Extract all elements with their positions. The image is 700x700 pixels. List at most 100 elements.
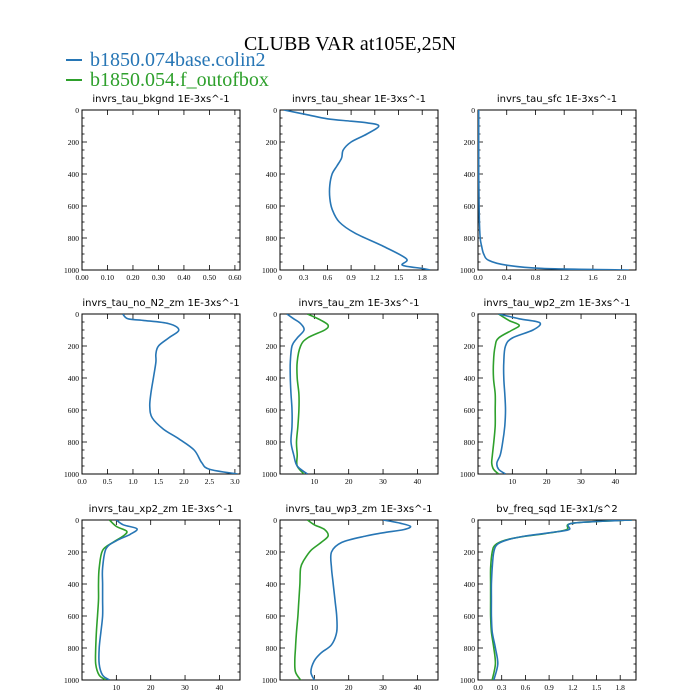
x-tick-label: 1.2 — [568, 683, 578, 692]
series-line — [496, 314, 542, 474]
chart-panel: bv_freq_sqd 1E-3x1/s^2020040060080010000… — [460, 504, 637, 692]
x-tick-label: 3.0 — [230, 477, 240, 486]
x-tick-label: 1.0 — [128, 477, 138, 486]
series-line — [478, 110, 629, 270]
series-line — [94, 520, 128, 680]
y-tick-label: 600 — [266, 202, 278, 211]
legend-label: b1850.074base.colin2 — [90, 49, 266, 71]
panel-title: invrs_tau_xp2_zm 1E-3xs^-1 — [89, 504, 234, 515]
x-tick-label: 0.0 — [77, 477, 87, 486]
y-tick-label: 800 — [464, 644, 476, 653]
series-line — [283, 110, 431, 270]
x-tick-label: 40 — [414, 477, 422, 486]
x-tick-label: 20 — [345, 477, 353, 486]
plot-frame — [477, 109, 637, 271]
y-tick-label: 0 — [75, 310, 79, 319]
y-tick-label: 1000 — [262, 470, 277, 479]
panel-title: bv_freq_sqd 1E-3x1/s^2 — [496, 504, 618, 515]
x-tick-label: 1.8 — [418, 273, 428, 282]
y-tick-label: 400 — [266, 374, 278, 383]
x-tick-label: 0.5 — [103, 477, 113, 486]
y-tick-label: 1000 — [64, 470, 79, 479]
x-tick-label: 0.40 — [177, 273, 190, 282]
chart-panel: invrs_tau_shear 1E-3xs^-1 0 200 400 600 800 10… — [262, 94, 439, 282]
y-tick-label: 1000 — [64, 676, 79, 685]
plot-frame — [279, 519, 439, 681]
y-tick-label: 200 — [68, 138, 80, 147]
y-tick-label: 200 — [464, 342, 476, 351]
x-tick-label: 30 — [181, 683, 189, 692]
panel-title: invrs_tau_shear 1E-3xs^-1 — [292, 94, 426, 105]
series-line — [310, 520, 412, 680]
y-tick-label: 0 — [471, 310, 475, 319]
plot-frame — [81, 313, 241, 475]
y-tick-label: 400 — [68, 374, 80, 383]
y-tick-label: 1000 — [64, 266, 79, 275]
x-tick-label: 1.6 — [588, 273, 598, 282]
y-tick-label: 0 — [75, 516, 79, 525]
y-tick-label: 200 — [68, 342, 80, 351]
y-tick-label: 800 — [266, 438, 278, 447]
y-tick-label: 400 — [68, 580, 80, 589]
x-tick-label: 20 — [147, 683, 155, 692]
y-tick-label: 600 — [68, 202, 80, 211]
x-tick-label: 0.9 — [544, 683, 554, 692]
x-tick-label: 0.9 — [346, 273, 356, 282]
series-line — [490, 520, 633, 680]
legend-label: b1850.054.f_outofbox — [90, 69, 269, 91]
y-tick-label: 200 — [464, 548, 476, 557]
panel-grid: invrs_tau_bkgnd 1E-3xs^-1020040060080010… — [64, 94, 637, 692]
y-tick-label: 600 — [68, 612, 80, 621]
y-tick-label: 1000 — [460, 676, 475, 685]
x-tick-label: 2.5 — [205, 477, 215, 486]
x-tick-label: 1.5 — [394, 273, 404, 282]
y-tick-label: 800 — [68, 438, 80, 447]
x-tick-label: 20 — [345, 683, 353, 692]
chart-panel: invrs_tau_wp3_zm 1E-3xs^-1 0 200 400 600 800 1… — [262, 504, 439, 692]
panel-title: invrs_tau_bkgnd 1E-3xs^-1 — [92, 94, 229, 105]
x-tick-label: 2.0 — [617, 273, 627, 282]
y-tick-label: 600 — [464, 202, 476, 211]
chart-panel: invrs_tau_sfc 1E-3xs^-1 0 200 400 600 800 1000… — [460, 94, 637, 282]
y-tick-label: 0 — [273, 310, 277, 319]
y-tick-label: 200 — [266, 138, 278, 147]
y-tick-label: 600 — [68, 406, 80, 415]
y-tick-label: 800 — [68, 234, 80, 243]
x-tick-label: 0 — [278, 273, 282, 282]
y-tick-label: 800 — [68, 644, 80, 653]
y-tick-label: 200 — [266, 342, 278, 351]
x-tick-label: 0.6 — [521, 683, 531, 692]
x-tick-label: 0.30 — [152, 273, 165, 282]
x-tick-label: 0.00 — [75, 273, 88, 282]
y-tick-label: 600 — [464, 406, 476, 415]
y-tick-label: 800 — [464, 438, 476, 447]
y-tick-label: 200 — [266, 548, 278, 557]
y-tick-label: 200 — [464, 138, 476, 147]
chart-panel: invrs_tau_no_N2_zm 1E-3xs^-10 200 400 600 80… — [64, 298, 241, 486]
x-tick-label: 0.6 — [323, 273, 333, 282]
series-line — [286, 314, 308, 474]
y-tick-label: 1000 — [460, 266, 475, 275]
x-tick-label: 10 — [311, 683, 319, 692]
x-tick-label: 0.3 — [299, 273, 309, 282]
x-tick-label: 0.20 — [126, 273, 139, 282]
y-tick-label: 800 — [464, 234, 476, 243]
y-tick-label: 400 — [266, 170, 278, 179]
y-tick-label: 400 — [68, 170, 80, 179]
x-tick-label: 1.5 — [154, 477, 164, 486]
y-tick-label: 200 — [68, 548, 80, 557]
x-tick-label: 0.4 — [502, 273, 512, 282]
panel-title: invrs_tau_zm 1E-3xs^-1 — [298, 298, 419, 309]
series-line — [295, 314, 330, 474]
y-tick-label: 600 — [266, 406, 278, 415]
plot-frame — [477, 519, 637, 681]
x-tick-label: 1.2 — [559, 273, 569, 282]
x-tick-label: 2.0 — [179, 477, 189, 486]
panel-title: invrs_tau_wp3_zm 1E-3xs^-1 — [286, 504, 433, 515]
plot-frame — [81, 519, 241, 681]
figure-title: CLUBB VAR at105E,25N — [244, 33, 456, 55]
y-tick-label: 800 — [266, 234, 278, 243]
series-line — [489, 520, 633, 680]
chart-panel: invrs_tau_wp2_zm 1E-3xs^-1 0 200 400 600 800 1… — [460, 298, 637, 486]
